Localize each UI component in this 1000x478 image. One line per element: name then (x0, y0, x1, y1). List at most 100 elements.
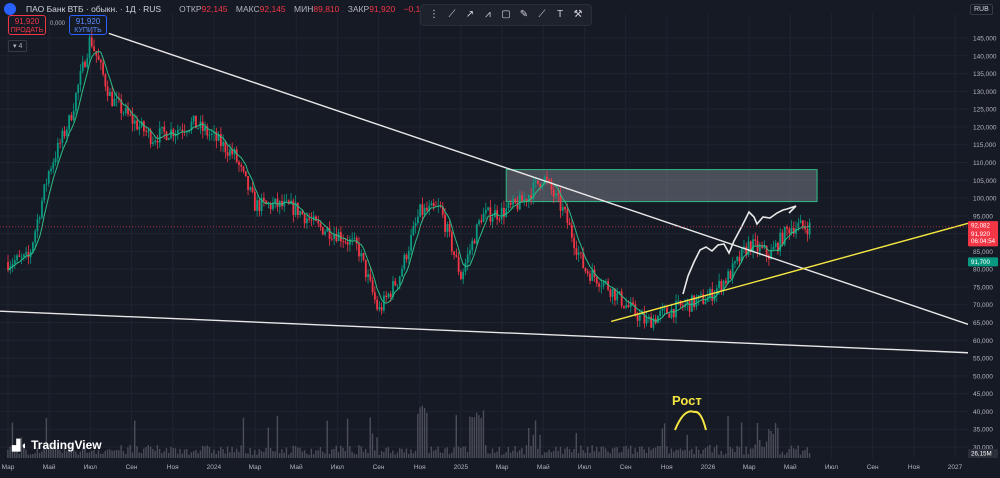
volume-bar (29, 454, 32, 458)
candle-body (287, 200, 290, 204)
buy-button[interactable]: 91,920 КУПИТЬ (69, 15, 108, 35)
candle-body (156, 140, 159, 143)
candle-body (224, 141, 227, 153)
volume-bar (206, 445, 208, 458)
moving-average-line (7, 50, 810, 322)
volume-bar (793, 448, 795, 458)
volume-bar (405, 448, 408, 458)
candle-body (353, 237, 356, 239)
candle-body (394, 280, 397, 286)
candle-body (457, 256, 460, 272)
time-tick-label: Сен (126, 464, 138, 471)
candle-body (432, 203, 435, 207)
volume-bar (333, 448, 335, 458)
rectangle-tool-icon[interactable]: ▢ (501, 9, 511, 20)
candle-body (503, 208, 505, 217)
volume-bar (763, 447, 765, 458)
volume-bar (607, 451, 609, 458)
volume-bar (700, 453, 702, 458)
volume-bar (104, 450, 106, 458)
volume-bar (682, 450, 684, 458)
resistance-zone-rect (505, 169, 818, 203)
sell-button[interactable]: 91,920 ПРОДАТЬ (8, 15, 46, 35)
annotation-label: Рост (672, 393, 702, 408)
volume-bar (11, 422, 14, 458)
candle-body (523, 198, 526, 203)
candle-body (444, 214, 446, 232)
volume-bar (754, 444, 756, 458)
volume-bar (165, 448, 168, 458)
candle-body (306, 218, 308, 224)
indicators-toggle[interactable]: ▾ 4 (8, 40, 28, 52)
time-tick-label: Мар (2, 464, 15, 471)
volume-bar (337, 452, 340, 458)
candle-body (317, 220, 320, 224)
candle-body (337, 232, 340, 242)
candle-body (90, 37, 93, 47)
volume-bar (127, 447, 129, 458)
candle-body (349, 239, 351, 245)
candle-body (262, 197, 265, 201)
candle-body (441, 206, 444, 215)
candle-body (36, 219, 39, 232)
volume-bar (149, 446, 152, 458)
candle-body (179, 129, 182, 131)
candle-body (54, 158, 57, 163)
volume-bar (41, 451, 43, 458)
candle-body (722, 280, 725, 291)
path-tool-icon[interactable]: ⩘ (485, 9, 491, 20)
candle-body (464, 262, 467, 272)
volume-bar (292, 445, 294, 458)
candle-body (552, 190, 555, 197)
settings-tool-icon[interactable]: ⚒ (573, 9, 583, 20)
chart-header: ПАО Банк ВТБ · обыкн. · 1Д · RUS ОТКР92,… (4, 3, 473, 15)
trend-line-tool-icon[interactable]: ⟋ (448, 9, 456, 20)
candle-body (186, 131, 188, 133)
vtb-logo-icon (4, 3, 16, 15)
volume-bar (609, 453, 611, 458)
candle-body (145, 131, 148, 133)
volume-bar (605, 448, 607, 458)
candle-body (308, 218, 311, 220)
candle-body (801, 220, 804, 227)
candle-body (253, 192, 256, 211)
volume-bar (86, 452, 88, 458)
candle-body (575, 248, 578, 255)
candle-body (272, 203, 274, 210)
candle-body (335, 234, 338, 242)
volume-bar (274, 451, 276, 458)
instrument-title[interactable]: ПАО Банк ВТБ · обыкн. · 1Д · RUS (26, 4, 162, 14)
volume-bar (380, 451, 383, 458)
volume-bar (32, 453, 34, 458)
brush-tool-icon[interactable]: ✎ (519, 9, 529, 20)
volume-bar (285, 447, 288, 458)
volume-bar (521, 447, 523, 458)
candle-body (774, 242, 777, 248)
volume-bar (514, 446, 516, 458)
candle-body (527, 195, 530, 202)
volume-bar (81, 447, 84, 458)
volume-bar (288, 454, 290, 458)
candle-body (172, 129, 175, 137)
volume-bar (736, 445, 738, 458)
ray-tool-icon[interactable]: ↗ (465, 9, 475, 20)
volume-bar (335, 445, 337, 458)
candle-body (231, 149, 234, 155)
candle-body (700, 294, 702, 296)
volume-bar (575, 433, 578, 458)
candle-body (559, 195, 562, 211)
candle-body (120, 99, 123, 114)
time-tick-label: Май (43, 463, 56, 471)
drag-handle-icon[interactable]: ⋮ (429, 9, 439, 20)
currency-label[interactable]: RUB (970, 4, 993, 15)
text-tool-icon[interactable]: T (556, 9, 564, 20)
volume-bar (774, 423, 777, 458)
volume-bar (457, 446, 460, 458)
highlighter-tool-icon[interactable]: ⟋ (538, 9, 546, 20)
volume-bar (441, 452, 444, 458)
candle-body (462, 271, 465, 280)
volume-bar (340, 445, 342, 458)
volume-bar (188, 454, 190, 458)
